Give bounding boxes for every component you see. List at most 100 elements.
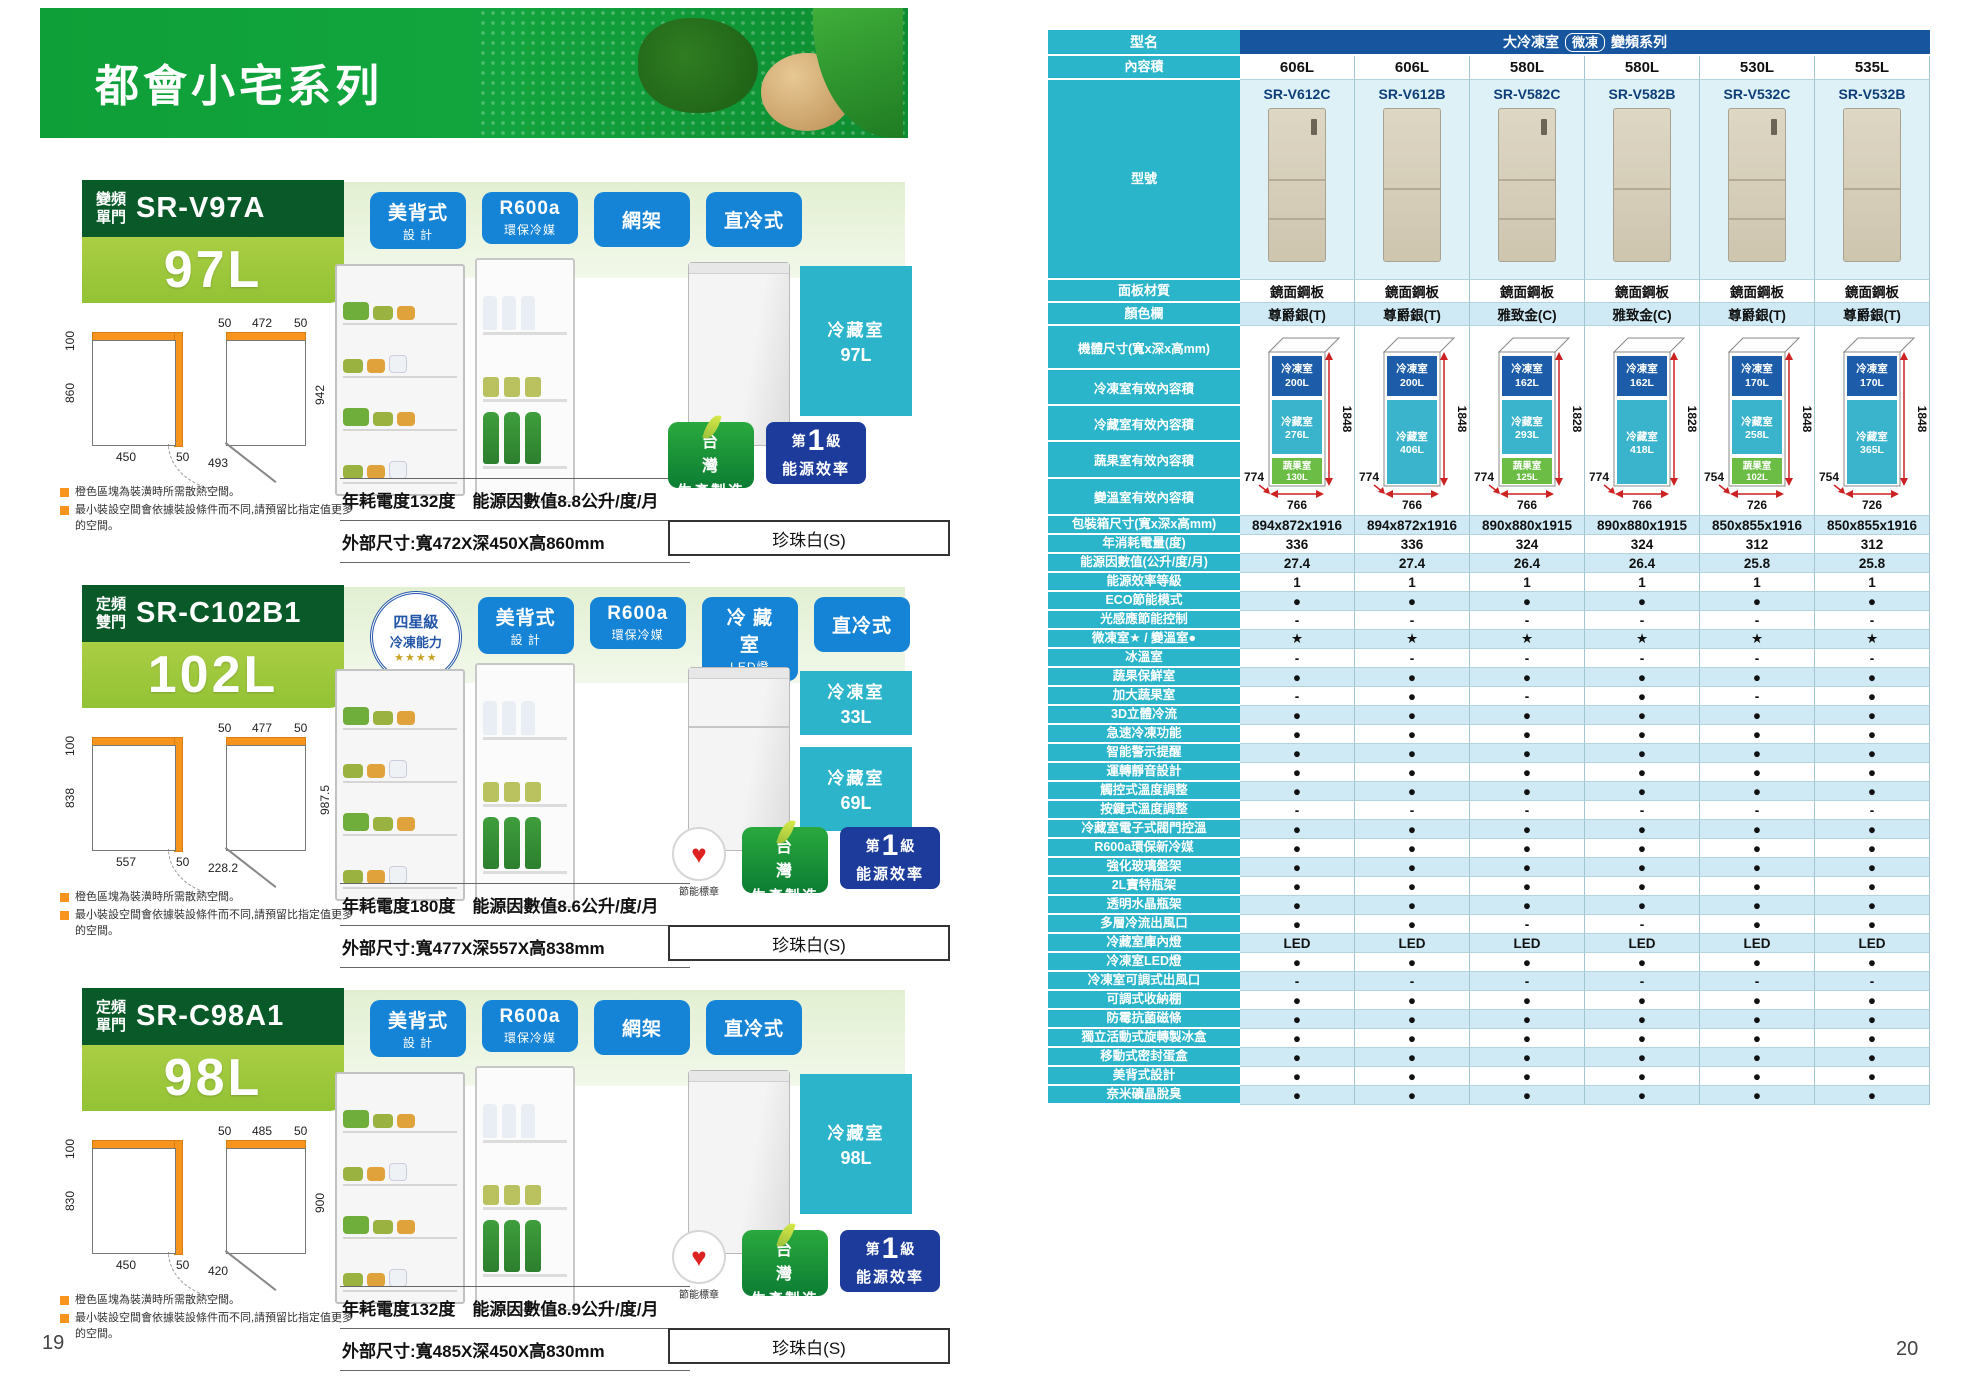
svg-text:130L: 130L — [1286, 472, 1308, 483]
spec-value-cell: 312 — [1700, 535, 1815, 554]
food-item — [373, 817, 393, 831]
spec-value-cell: 890x880x1915 — [1470, 516, 1585, 535]
model-name: SR-V582B — [1608, 86, 1676, 102]
food-item — [367, 359, 385, 373]
footnote-text: 橙色區塊為裝潢時所需散熱空間。 — [75, 486, 240, 498]
can — [504, 1185, 520, 1205]
can — [504, 782, 520, 802]
food-item — [397, 1114, 415, 1128]
spec-row-label: 蔬果保鮮室 — [1048, 668, 1240, 687]
spec-value-cell: ● — [1470, 725, 1585, 744]
spec-value-cell: ● — [1700, 1086, 1815, 1105]
color-cell: 尊爵銀(T) — [1700, 303, 1815, 326]
energy-consumption-line: 年耗電度132度 能源因數值8.9公升/度/月 — [340, 1286, 690, 1328]
spec-value-cell: - — [1355, 649, 1470, 668]
dim-bottom-gap: 50 — [176, 855, 190, 869]
spec-value-cell: ● — [1585, 592, 1700, 611]
control-panel — [1541, 119, 1547, 135]
svg-text:276L: 276L — [1285, 429, 1310, 441]
dim-side-gap-right: 50 — [294, 316, 308, 330]
compartment-capacity-box: 冷凍室 33L — [800, 671, 912, 735]
spec-value-cell: - — [1700, 611, 1815, 630]
spec-value-cell: - — [1470, 972, 1585, 991]
product-header: 變頻 單門 SR-V97A — [82, 180, 344, 237]
color-row: 顏色欄 尊爵銀(T) 尊爵銀(T) 雅致金(C) 雅致金(C) 尊爵銀(T) 尊爵銀(T) — [1048, 303, 1930, 326]
spec-value-cell: 324 — [1585, 535, 1700, 554]
badge-top-text: R600a — [499, 198, 561, 219]
svg-text:1848: 1848 — [1455, 406, 1469, 433]
spec-value-cell: 27.4 — [1240, 554, 1355, 573]
badge-top-text: 網架 — [621, 1019, 662, 1040]
energy-consumption-line: 年耗電度180度 能源因數值8.6公升/度/月 — [340, 883, 690, 925]
green-bottle — [504, 412, 520, 464]
model-cell: SR-V612B — [1355, 80, 1470, 280]
spec-row: 美背式設計 ● ● ● ● ● ● — [1048, 1067, 1930, 1086]
spec-value-cell: ● — [1470, 592, 1585, 611]
spec-row: 急速冷凍功能 ● ● ● ● ● ● — [1048, 725, 1930, 744]
spec-value-cell: - — [1585, 972, 1700, 991]
door-swing-line — [225, 1250, 277, 1291]
spec-value-cell: ● — [1700, 915, 1815, 934]
energy-grade-prefix: 第 — [865, 1241, 880, 1257]
svg-text:774: 774 — [1358, 470, 1378, 484]
capacity-cell: 606L — [1355, 56, 1470, 80]
fridge-top-edge — [689, 1071, 789, 1082]
feature-rows: 包裝箱尺寸(寬x深x高mm) 894x872x1916 894x872x1916 89… — [1048, 516, 1930, 1105]
food-item — [343, 870, 363, 884]
spec-row-label: 3D立體冷流 — [1048, 706, 1240, 725]
spec-value-cell: ★ — [1470, 630, 1585, 649]
spec-value-cell: ● — [1585, 991, 1700, 1010]
fridge-shelf — [343, 1239, 457, 1292]
spec-value-cell: - — [1355, 611, 1470, 630]
control-panel — [1311, 119, 1317, 135]
product-capacity-box: 102L — [82, 642, 344, 708]
color-row-label: 顏色欄 — [1048, 303, 1240, 326]
door-view-figure — [226, 340, 306, 446]
bottle — [521, 701, 535, 735]
product-block-sr-c102b1: 定頻 雙門 SR-C102B1 102L 四星級 冷凍能力 ★★★★ 美背式設 計 R600a 環… — [40, 585, 950, 983]
spec-value-cell: ● — [1585, 877, 1700, 896]
spec-row-label: 運轉靜音設計 — [1048, 763, 1240, 782]
svg-text:冷凍室: 冷凍室 — [1626, 362, 1658, 375]
spec-value-cell: ● — [1240, 706, 1355, 725]
spec-value-cell: LED — [1585, 934, 1700, 953]
dimension-diagram-cell: 冷凍室 162L 冷藏室 418L 1828 774 766 — [1585, 326, 1700, 516]
spec-value-cell: ● — [1355, 820, 1470, 839]
spec-value-cell: ● — [1355, 991, 1470, 1010]
spec-value-cell: 336 — [1240, 535, 1355, 554]
spec-value-cell: 894x872x1916 — [1355, 516, 1470, 535]
svg-text:365L: 365L — [1860, 444, 1885, 456]
fridge-thumbnail — [1613, 108, 1671, 262]
door-swing-line — [225, 442, 277, 483]
energy-grade-label: 能源效率 — [781, 461, 850, 478]
door-divider — [1844, 188, 1900, 191]
spec-value-cell: ● — [1815, 1048, 1930, 1067]
spec-value-cell: ● — [1585, 1067, 1700, 1086]
type-line2: 單門 — [96, 208, 127, 226]
green-bottle — [525, 1220, 541, 1272]
spec-value-cell: ● — [1470, 953, 1585, 972]
door-divider — [1269, 218, 1325, 221]
spec-row: 冷凍室可調式出風口 - - - - - - — [1048, 972, 1930, 991]
spec-value-cell: ● — [1355, 1010, 1470, 1029]
energy-grade-number: 1 — [881, 1232, 899, 1265]
type-line1: 定頻 — [96, 999, 127, 1017]
spec-row: 光感應節能控制 - - - - - - — [1048, 611, 1930, 630]
spec-value-cell: ● — [1700, 858, 1815, 877]
dim-top-clearance: 100 — [63, 1138, 78, 1160]
fridge-top-edge — [689, 263, 789, 274]
spec-value-cell: ● — [1585, 896, 1700, 915]
spec-row: 冷藏室庫內燈 LED LED LED LED LED LED — [1048, 934, 1930, 953]
svg-text:冷凍室: 冷凍室 — [1281, 362, 1313, 375]
spec-value-cell: - — [1700, 801, 1815, 820]
spec-value-cell: ● — [1240, 820, 1355, 839]
capacity-cell: 580L — [1470, 56, 1585, 80]
feature-badge: 網架 — [594, 1000, 690, 1055]
compartment-volume: 69L — [840, 793, 872, 813]
spec-value-cell: ● — [1240, 1086, 1355, 1105]
spec-value-cell: ● — [1585, 782, 1700, 801]
fridge-shelf — [343, 783, 457, 836]
spec-row: 觸控式溫度調整 ● ● ● ● ● ● — [1048, 782, 1930, 801]
closed-refrigerator-photo — [688, 1070, 790, 1254]
feature-badge: 美背式設 計 — [477, 597, 574, 654]
